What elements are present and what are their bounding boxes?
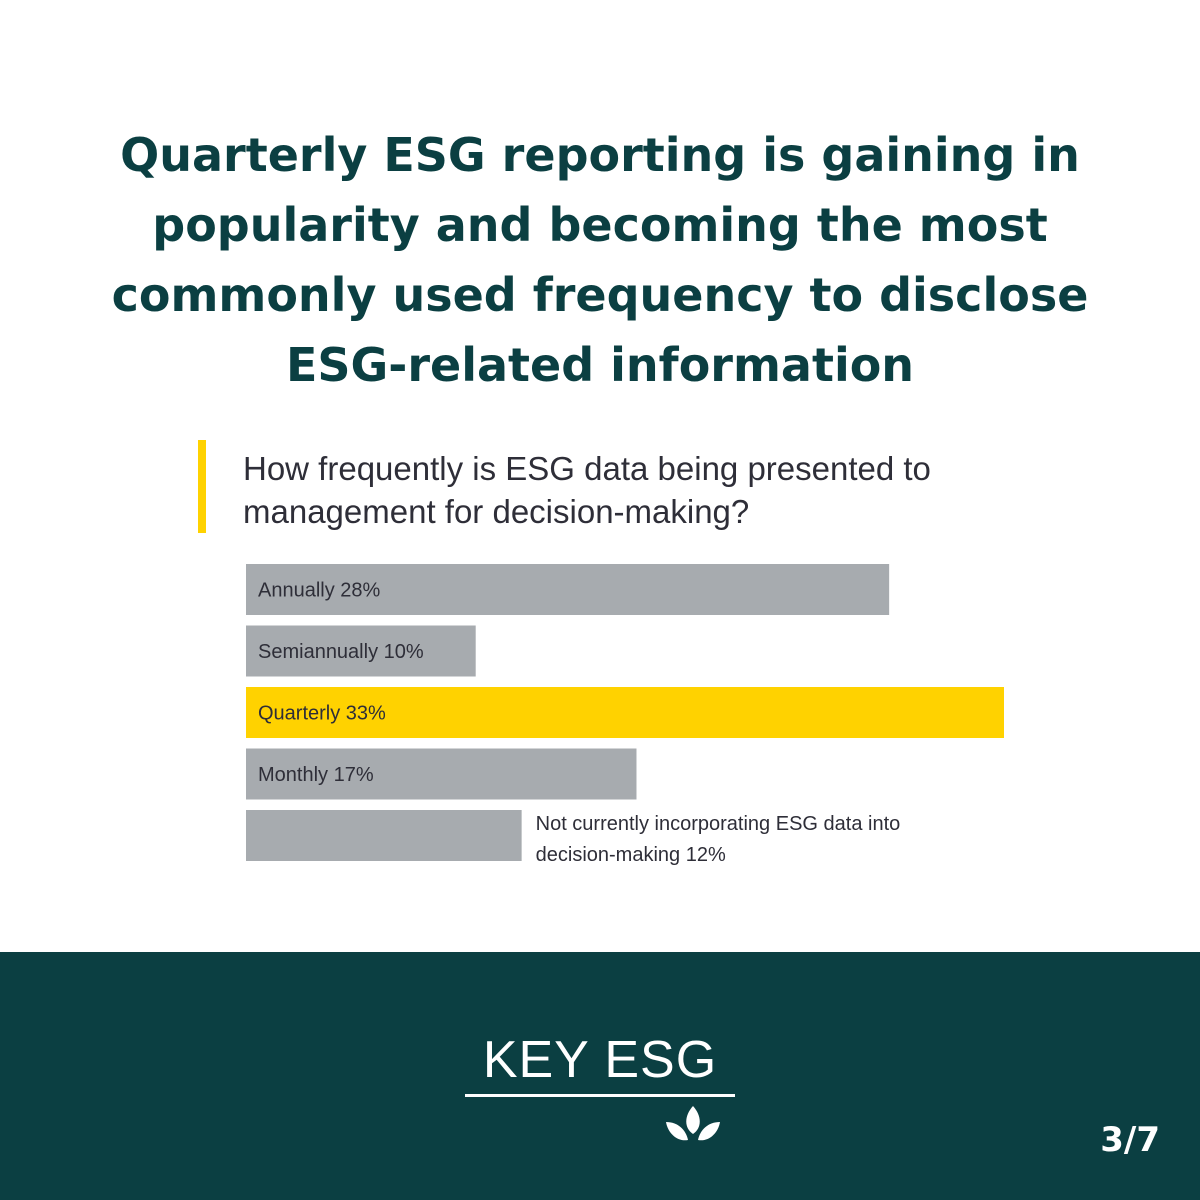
chart-question: How frequently is ESG data being present… bbox=[243, 450, 931, 530]
footer-band: KEY ESG 3/7 bbox=[0, 952, 1200, 1200]
question-accent-bar bbox=[198, 440, 206, 533]
bar-not-label: Not currently incorporating ESG data int… bbox=[536, 813, 901, 835]
brand-underline bbox=[465, 1094, 735, 1097]
leaf-sprout-icon bbox=[666, 1106, 720, 1141]
headline: Quarterly ESG reporting is gaining in po… bbox=[111, 128, 1089, 392]
bar-not bbox=[246, 810, 522, 861]
bar-not-label-value: decision-making 12% bbox=[536, 844, 726, 866]
brand-logo-text: KEY ESG bbox=[482, 1031, 718, 1089]
bar-annually bbox=[246, 564, 890, 615]
bar-monthly-label: Monthly 17% bbox=[258, 764, 374, 786]
bar-monthly bbox=[246, 748, 637, 800]
page-indicator: 3/7 bbox=[1100, 1120, 1160, 1160]
bar-semiannually-label: Semiannually 10% bbox=[258, 641, 424, 663]
bar-quarterly-label: Quarterly 33% bbox=[258, 703, 386, 725]
bar-semiannually bbox=[246, 625, 476, 677]
bar-quarterly bbox=[246, 687, 1004, 738]
bar-annually-label: Annually 28% bbox=[258, 580, 381, 602]
bar-chart: Annually 28% Semiannually 10% Quarterly 33… bbox=[246, 564, 1004, 866]
